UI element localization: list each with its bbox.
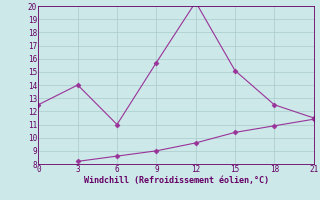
X-axis label: Windchill (Refroidissement éolien,°C): Windchill (Refroidissement éolien,°C) bbox=[84, 176, 268, 185]
